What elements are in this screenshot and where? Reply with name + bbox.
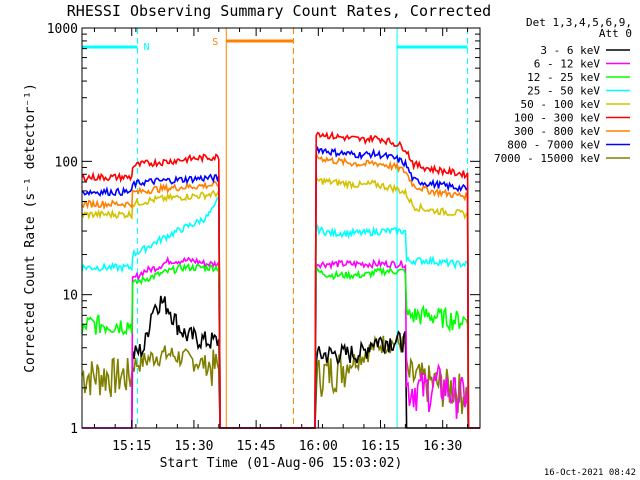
legend-entry-label: 100 - 300 keV [514,112,600,125]
y-axis-label: Corrected Count Rate (s⁻¹ detector⁻¹) [23,83,38,373]
x-tick-label: 15:45 [237,439,276,454]
y-tick-label: 1000 [47,22,78,37]
legend-header-line: Att 0 [599,27,632,40]
legend-entry-label: 3 - 6 keV [540,44,600,57]
legend-entry-label: 7000 - 15000 keV [494,152,600,165]
x-tick-label: 16:00 [299,439,338,454]
y-axis: 1 10 100 1000 [47,22,480,437]
legend-entry-label: 50 - 100 keV [521,98,601,111]
x-tick-label: 15:15 [112,439,151,454]
x-axis: 15:15 15:30 15:45 16:00 16:15 16:30 [93,28,469,454]
footer-timestamp: 16-Oct-2021 08:42 [544,468,636,478]
x-tick-label: 16:15 [361,439,400,454]
y-tick-label: 10 [62,289,78,304]
x-tick-label: 16:30 [423,439,462,454]
chart-title: RHESSI Observing Summary Count Rates, Co… [67,2,491,20]
y-tick-label: 1 [70,422,78,437]
legend-entry-label: 12 - 25 keV [527,71,600,84]
legend-entry-label: 800 - 7000 keV [507,139,600,152]
annotation-saa: S [212,37,218,48]
legend-header-line: Det 1,3,4,5,6,9, [526,16,632,29]
y-tick-label: 100 [55,155,78,170]
legend-entry-label: 25 - 50 keV [527,85,600,98]
annotation-night: N [144,42,150,53]
x-axis-label: Start Time (01-Aug-06 15:03:02) [160,456,403,471]
legend-entry-label: 6 - 12 keV [534,58,601,71]
x-tick-label: 15:30 [174,439,213,454]
legend-entry-label: 300 - 800 keV [514,125,600,138]
